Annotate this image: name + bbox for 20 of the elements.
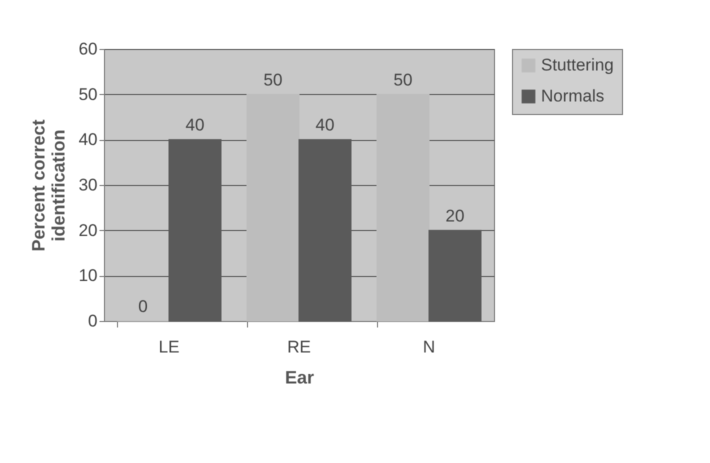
data-label: 40 <box>186 116 204 135</box>
y-tick-label: 40 <box>78 130 98 150</box>
y-tick-label: 20 <box>78 220 98 240</box>
data-label: 0 <box>138 297 148 316</box>
data-label: 40 <box>316 116 334 135</box>
x-tick-label: LE <box>158 338 180 356</box>
y-axis-title: Percent correct identification <box>28 119 69 252</box>
y-tick-label: 50 <box>78 84 98 104</box>
x-tick-label: N <box>422 338 436 356</box>
y-tick-label: 60 <box>78 40 98 58</box>
x-axis-title: Ear <box>284 368 314 388</box>
y-tick-label: 30 <box>78 176 98 194</box>
y-tick-label: 10 <box>78 266 98 286</box>
legend-label: Normals <box>541 86 604 106</box>
x-tick-label: RE <box>287 338 311 356</box>
legend-label: Stuttering <box>541 56 614 74</box>
data-label: 20 <box>446 206 464 226</box>
data-label: 50 <box>394 70 412 90</box>
data-label: 50 <box>264 70 282 90</box>
y-tick-label: 0 <box>88 312 98 330</box>
